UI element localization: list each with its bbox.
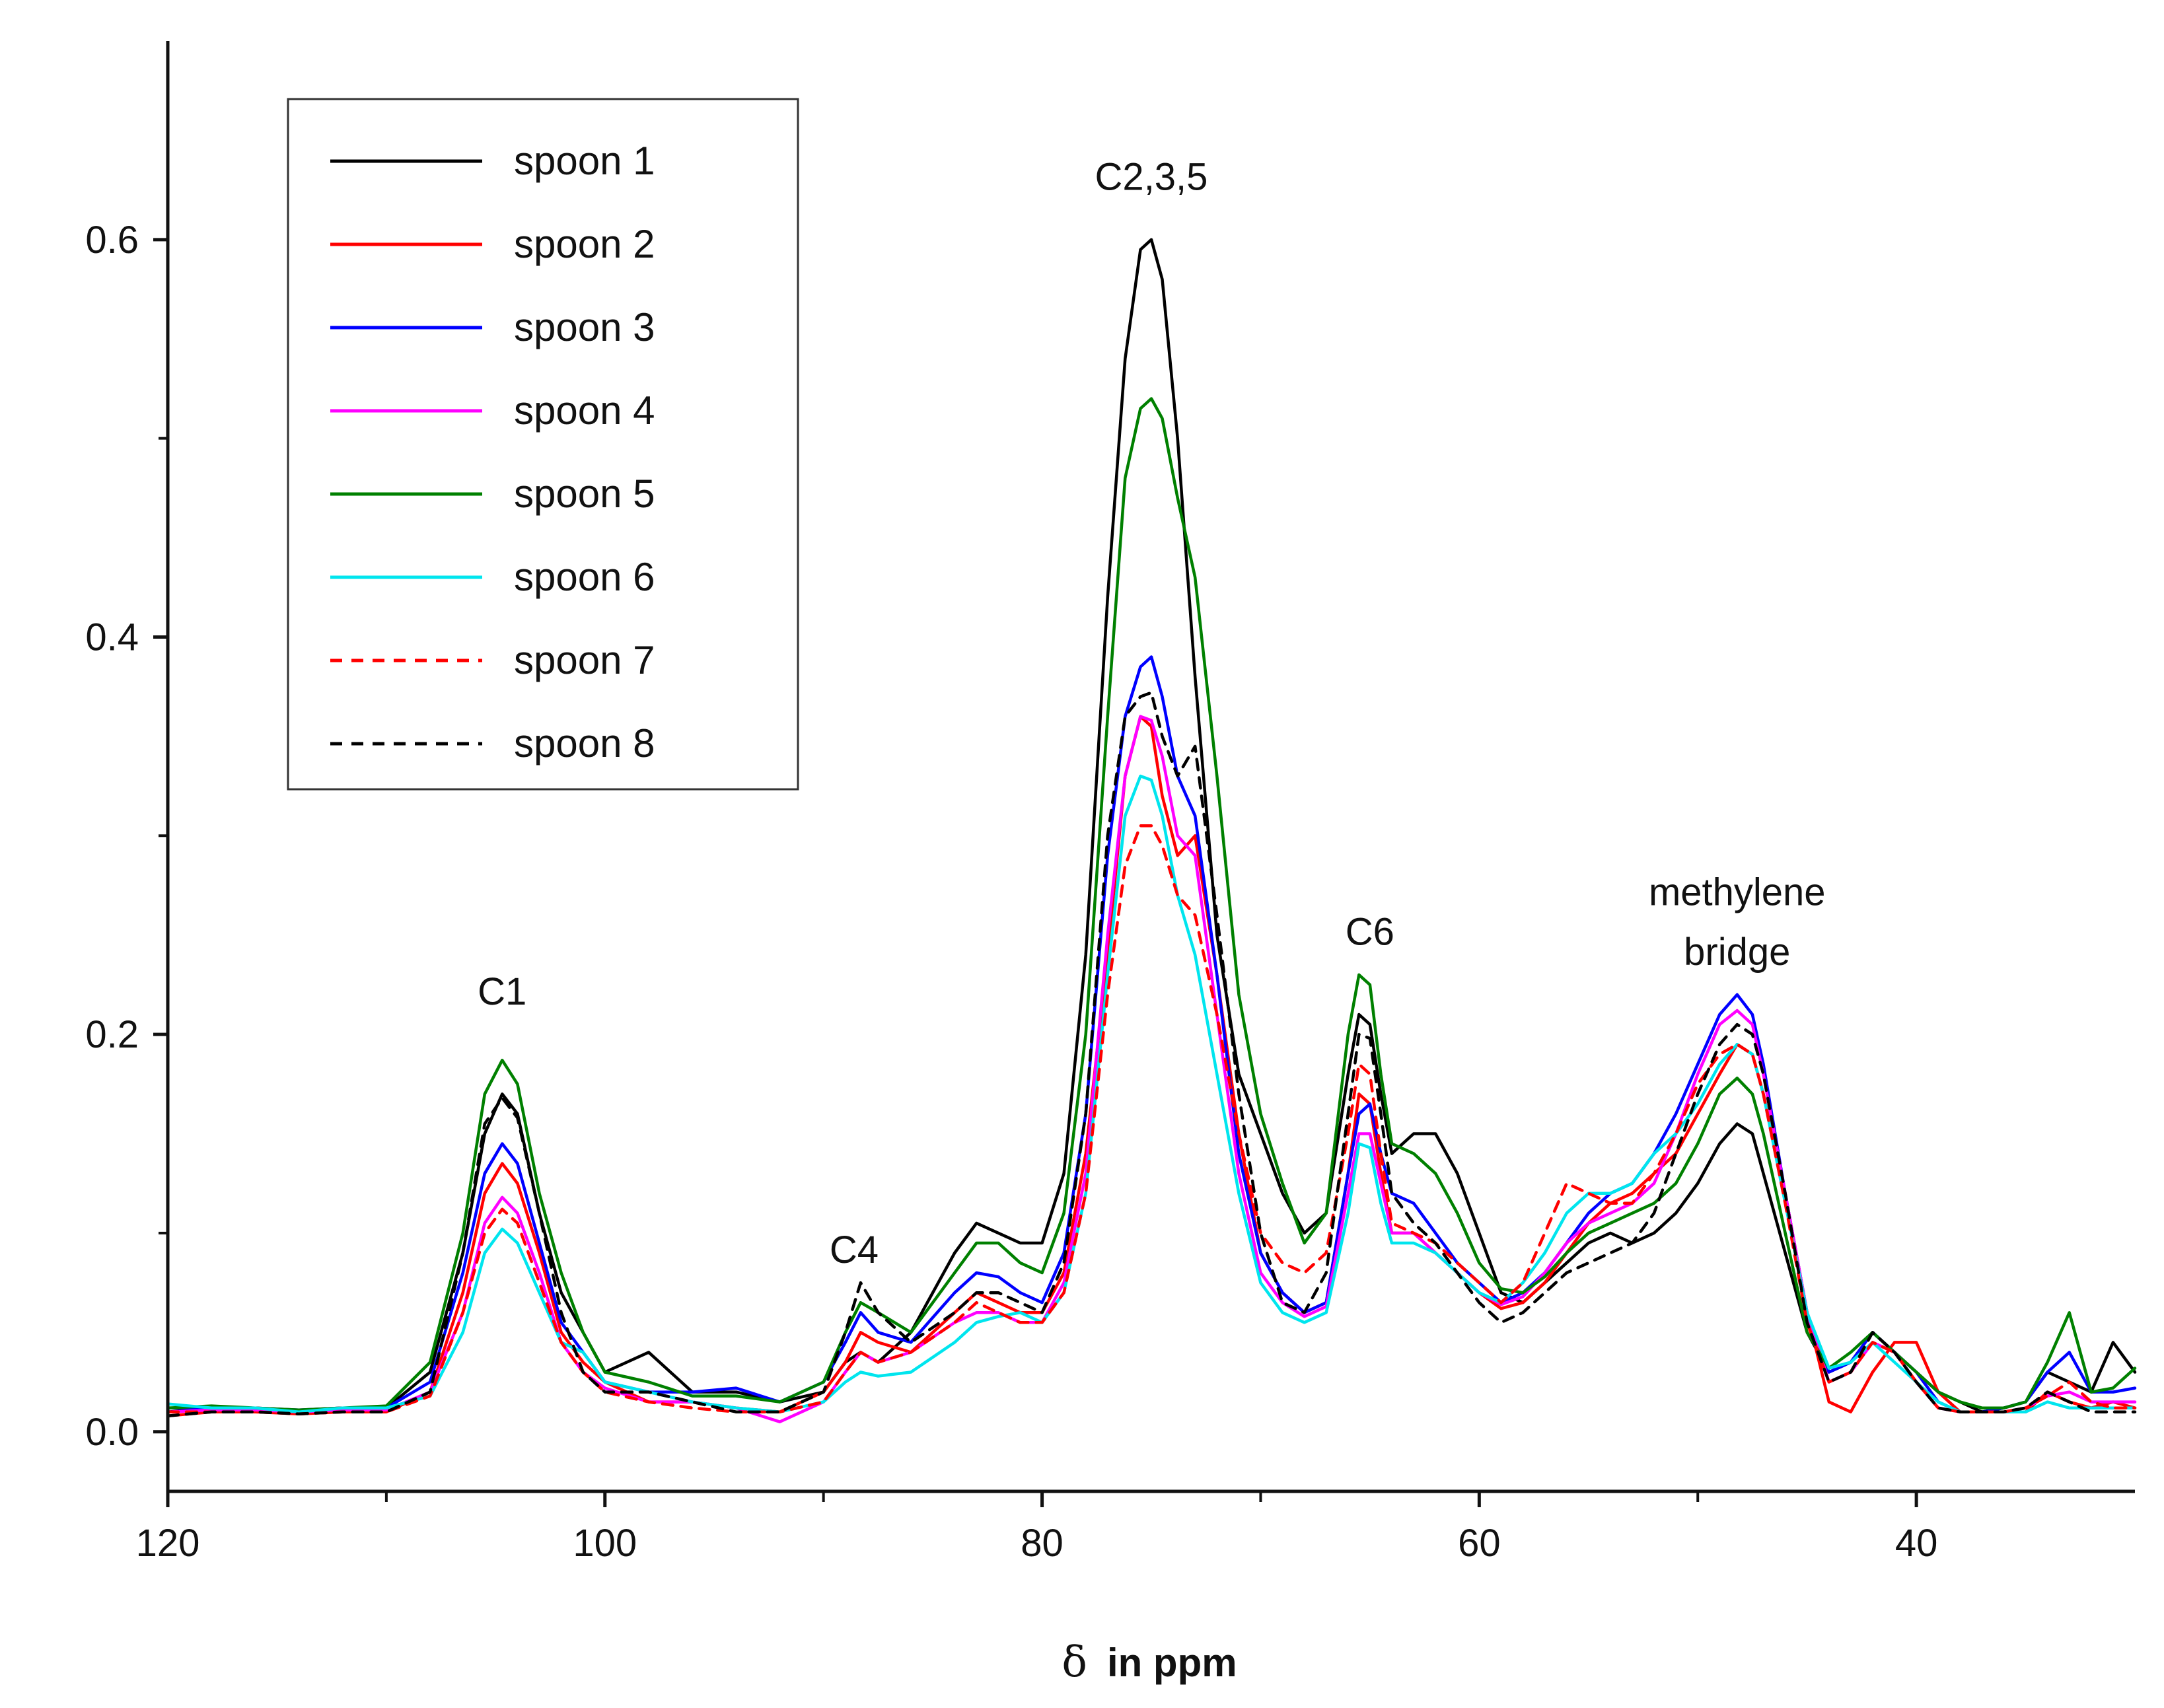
legend: spoon 1 spoon 2 spoon 3 spoon 4 spoon 5 spoon…: [287, 98, 799, 791]
x-tick-label: 40: [1895, 1522, 1938, 1565]
x-axis-label-symbol: δ: [1062, 1638, 1087, 1687]
axes: 0.0 0.2 0.4 0.6 120 100 80 60 40: [85, 41, 2135, 1565]
y-tick-label: 0.4: [85, 616, 139, 658]
x-tick-label: 80: [1021, 1522, 1064, 1565]
y-tick-label: 0.2: [85, 1013, 139, 1056]
y-tick-label: 0.0: [85, 1411, 139, 1454]
peak-label: C1: [478, 970, 526, 1013]
peak-label: C6: [1346, 911, 1394, 954]
x-axis-label: δ in ppm: [1062, 1638, 1237, 1687]
plot-area: [166, 238, 2137, 1423]
legend-label: spoon 4: [514, 388, 655, 433]
series-line-spoon-7: [166, 824, 2137, 1415]
peak-label: C2,3,5: [1095, 156, 1208, 199]
peak-annotations: C1 C4 C2,3,5 C6 methylene bridge: [478, 156, 1825, 1271]
legend-box: [287, 98, 799, 791]
series-line-spoon-8: [166, 691, 2137, 1417]
x-axis-label-text: in ppm: [1107, 1641, 1237, 1685]
legend-label: spoon 5: [514, 472, 655, 516]
peak-label: bridge: [1684, 931, 1790, 974]
series-line-spoon-5: [166, 397, 2137, 1411]
peak-label: C4: [830, 1228, 879, 1271]
series-line-spoon-6: [166, 774, 2137, 1413]
legend-label: spoon 2: [514, 222, 655, 266]
peak-label: methylene: [1649, 871, 1826, 914]
x-tick-label: 120: [136, 1522, 200, 1565]
x-tick-label: 100: [573, 1522, 637, 1565]
legend-label: spoon 3: [514, 305, 655, 349]
legend-label: spoon 8: [514, 721, 655, 765]
x-tick-label: 60: [1458, 1522, 1501, 1565]
legend-label: spoon 6: [514, 555, 655, 599]
legend-label: spoon 7: [514, 638, 655, 682]
legend-label: spoon 1: [514, 139, 655, 183]
y-tick-label: 0.6: [85, 219, 139, 262]
